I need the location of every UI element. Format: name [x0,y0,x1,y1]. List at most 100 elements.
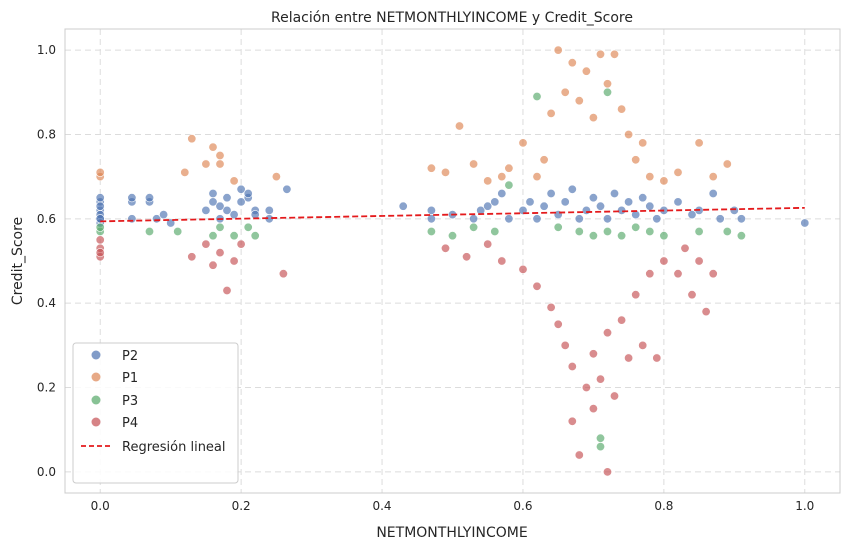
point-p4 [440,243,450,253]
point-p4 [208,260,218,270]
point-p4 [95,235,105,245]
point-p1 [659,176,669,186]
point-p1 [95,167,105,177]
data-points [95,45,810,477]
y-tick-label: 0.6 [37,212,56,226]
point-p2 [95,201,105,211]
regression-line [100,206,805,223]
point-p2 [398,201,408,211]
legend-marker-p4 [91,417,101,427]
point-p1 [617,104,627,114]
point-p4 [518,264,528,274]
point-p3 [588,231,598,241]
point-p1 [638,138,648,148]
point-p2 [215,201,225,211]
point-p2 [800,218,810,228]
point-p2 [525,197,535,207]
x-axis-title: NETMONTHLYINCOME [376,525,527,541]
point-p1 [546,108,556,118]
legend-label-p4: P4 [122,416,138,431]
point-p4 [236,239,246,249]
point-p3 [490,227,500,237]
point-p2 [729,205,739,215]
point-p3 [215,222,225,232]
point-p4 [602,328,612,338]
point-p2 [159,210,169,220]
point-p2 [595,201,605,211]
point-p1 [497,172,507,182]
point-p2 [617,205,627,215]
point-p2 [652,214,662,224]
point-p4 [588,349,598,359]
point-p2 [497,189,507,199]
point-p2 [715,214,725,224]
chart-title: Relación entre NETMONTHLYINCOME y Credit… [271,10,633,26]
point-p3 [645,227,655,237]
point-p2 [567,184,577,194]
point-p4 [602,467,612,477]
point-p3 [631,222,641,232]
point-p2 [264,205,274,215]
point-p2 [588,193,598,203]
point-p4 [588,404,598,414]
legend-marker-p2 [91,350,101,360]
point-p4 [617,315,627,325]
point-p2 [229,210,239,220]
point-p4 [595,374,605,384]
series-p2 [95,184,810,228]
point-p1 [645,172,655,182]
point-p1 [532,172,542,182]
point-p1 [673,167,683,177]
point-p4 [687,290,697,300]
point-p3 [173,227,183,237]
point-p4 [624,353,634,363]
point-p4 [652,353,662,363]
point-p1 [215,151,225,161]
point-p1 [229,176,239,186]
point-p2 [222,193,232,203]
point-p3 [447,231,457,241]
point-p2 [236,197,246,207]
point-p1 [595,49,605,59]
point-p3 [426,227,436,237]
point-p2 [574,214,584,224]
point-p1 [454,121,464,131]
point-p2 [282,184,292,194]
point-p4 [560,340,570,350]
point-p3 [694,227,704,237]
point-p1 [518,138,528,148]
point-p3 [602,227,612,237]
y-tick-label: 0.4 [37,296,56,310]
point-p4 [462,252,472,262]
point-p3 [229,231,239,241]
point-p1 [504,163,514,173]
point-p3 [617,231,627,241]
point-p2 [145,193,155,203]
point-p4 [215,248,225,258]
point-p2 [602,214,612,224]
point-p4 [680,243,690,253]
series-p4 [95,235,718,477]
point-p2 [127,193,137,203]
point-p2 [222,205,232,215]
point-p2 [236,184,246,194]
plot-frame [64,28,841,494]
point-p3 [145,227,155,237]
point-p2 [504,214,514,224]
y-tick-label: 1.0 [37,43,56,57]
point-p4 [95,248,105,258]
x-tick-label: 0.8 [654,499,673,513]
x-tick-label: 0.2 [232,499,251,513]
y-tick-label: 0.2 [37,381,56,395]
point-p1 [567,58,577,68]
point-p1 [560,87,570,97]
series-p3 [95,87,746,452]
point-p2 [426,205,436,215]
point-p2 [469,214,479,224]
point-p1 [271,172,281,182]
point-p1 [708,172,718,182]
point-p4 [497,256,507,266]
point-p2 [201,205,211,215]
x-tick-labels: 0.0 0.2 0.4 0.6 0.8 1.0 [91,499,815,513]
